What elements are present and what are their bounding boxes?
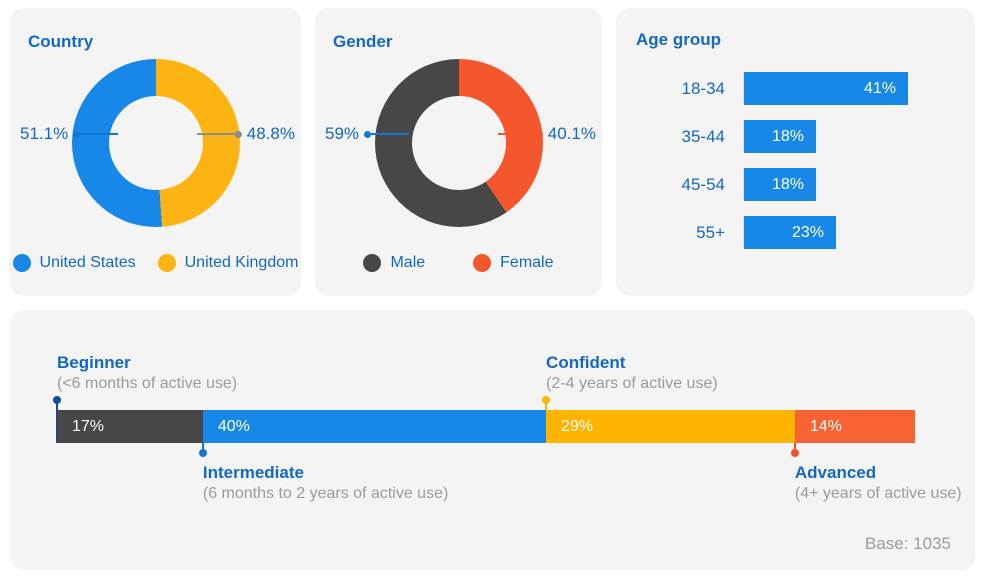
annotation-beginner: Beginner (<6 months of active use) — [57, 352, 237, 394]
gender-title: Gender — [333, 32, 393, 51]
segment-value: 14% — [809, 417, 842, 435]
age-bar-35-44: 18% — [744, 120, 816, 153]
age-bar-value: 18% — [771, 127, 804, 145]
segment-value: 29% — [561, 417, 594, 435]
uk-share-callout: 48.8% — [196, 124, 295, 144]
age-group-title: Age group — [636, 30, 721, 49]
gender-legend: Male Female — [315, 254, 602, 272]
uk-share-value: 48.8% — [246, 124, 295, 143]
experience-bar: 17% 40% 29% 14% — [57, 410, 915, 443]
female-share-value: 40.1% — [547, 124, 596, 143]
callout-dot — [234, 130, 242, 138]
us-share-callout: 51.1% — [20, 124, 119, 144]
age-category-label: 18-34 — [681, 78, 725, 98]
connector-dot — [542, 396, 551, 404]
age-group-card: Age group 18-34 41% 35-44 18% — [616, 8, 975, 296]
uk-legend-dot — [157, 254, 176, 272]
annotation-description: (2-4 years of active use) — [546, 375, 718, 392]
annotation-title: Intermediate — [202, 463, 304, 482]
experience-card: Beginner (<6 months of active use) Confi… — [10, 310, 975, 570]
base-note: Base: 1035 — [864, 534, 951, 553]
annotation-advanced: Advanced (4+ years of active use) — [795, 462, 962, 504]
age-category-label: 35-44 — [681, 126, 725, 146]
age-bar-45-54: 18% — [744, 168, 816, 201]
connector-dot — [198, 449, 207, 457]
callout-line — [80, 133, 119, 135]
age-row-55-plus: 55+ 23% — [636, 216, 955, 249]
male-legend-dot — [363, 254, 382, 272]
age-category-label: 45-54 — [681, 174, 725, 194]
annotation-description: (<6 months of active use) — [57, 375, 238, 392]
female-legend-dot — [473, 254, 492, 272]
annotation-confident: Confident (2-4 years of active use) — [546, 352, 718, 394]
segment-value: 17% — [72, 417, 105, 435]
age-bar-track: 23% — [743, 216, 955, 249]
annotation-description: (4+ years of active use) — [794, 485, 962, 502]
country-legend: United States United Kingdom — [10, 254, 301, 272]
female-share-callout: 40.1% — [497, 124, 596, 144]
segment-advanced: 14% — [794, 410, 915, 443]
gender-card: Gender 59% 40.1% Male Female — [315, 8, 602, 296]
gender-donut-chart — [374, 59, 543, 227]
annotation-intermediate: Intermediate (6 months to 2 years of act… — [203, 462, 448, 504]
connector-dot — [790, 449, 799, 457]
callout-line — [196, 133, 235, 135]
age-row-45-54: 45-54 18% — [636, 168, 955, 201]
annotation-title: Advanced — [794, 463, 877, 482]
callout-line — [371, 133, 410, 135]
callout-dot — [535, 130, 543, 138]
connector-line — [793, 443, 796, 452]
male-share-value: 59% — [325, 124, 360, 143]
annotation-description: (6 months to 2 years of active use) — [202, 485, 449, 502]
connector-line — [201, 443, 204, 452]
legend-item-male: Male — [363, 254, 425, 272]
segment-beginner: 17% — [57, 410, 203, 443]
age-bar-55-plus: 23% — [744, 216, 836, 249]
country-title: Country — [28, 32, 94, 51]
legend-item-female: Female — [473, 254, 554, 272]
legend-item-united-states: United States — [12, 254, 136, 272]
segment-value: 40% — [217, 417, 250, 435]
age-bar-value: 23% — [791, 223, 824, 241]
us-legend-dot — [12, 254, 31, 272]
legend-item-united-kingdom: United Kingdom — [157, 254, 298, 272]
callout-dot — [364, 130, 372, 138]
segment-intermediate: 40% — [202, 410, 547, 443]
connector-line — [545, 402, 548, 410]
country-card: Country 51.1% 48.8% United States Uni — [10, 8, 301, 296]
country-donut-chart — [71, 59, 240, 227]
age-bar-value: 18% — [771, 175, 804, 193]
age-category-label: 55+ — [696, 222, 725, 242]
male-share-callout: 59% — [325, 124, 410, 144]
age-group-bar-chart: 18-34 41% 35-44 18% — [636, 72, 955, 264]
age-bar-18-34: 41% — [744, 72, 908, 105]
annotation-title: Confident — [546, 353, 626, 372]
age-bar-track: 18% — [743, 120, 955, 153]
segment-confident: 29% — [546, 410, 795, 443]
age-bar-track: 41% — [743, 72, 955, 105]
age-row-35-44: 35-44 18% — [636, 120, 955, 153]
age-row-18-34: 18-34 41% — [636, 72, 955, 105]
top-row: Country 51.1% 48.8% United States Uni — [10, 8, 975, 296]
age-bar-track: 18% — [743, 168, 955, 201]
age-bar-value: 41% — [863, 79, 896, 97]
callout-line — [497, 133, 536, 135]
experience-stacked-chart: Beginner (<6 months of active use) Confi… — [53, 352, 962, 522]
annotation-title: Beginner — [57, 353, 131, 372]
callout-dot — [73, 130, 81, 138]
us-share-value: 51.1% — [20, 124, 69, 143]
